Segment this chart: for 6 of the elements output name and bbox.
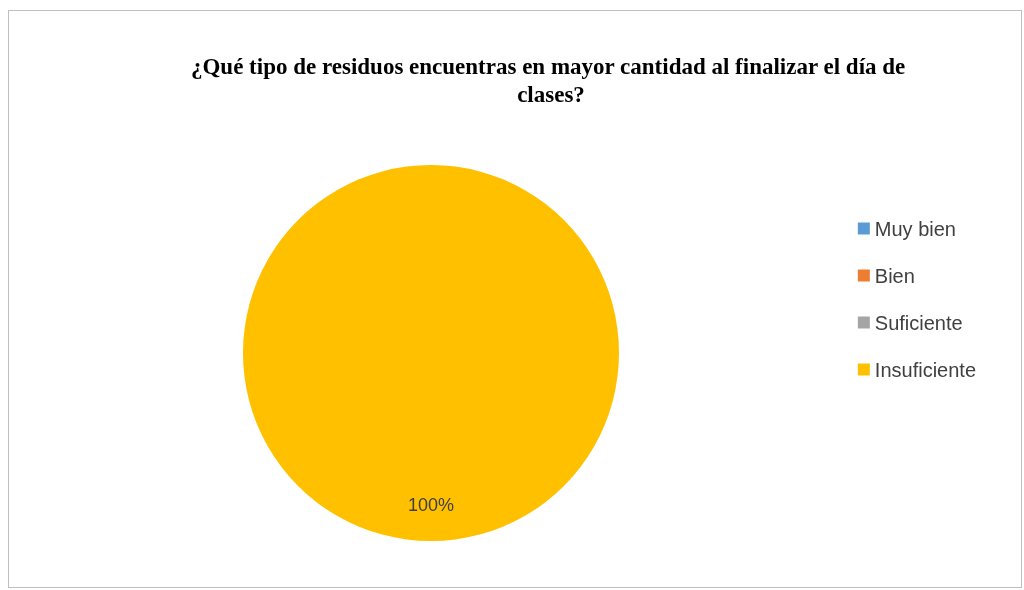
legend-label: Suficiente bbox=[874, 311, 963, 334]
chart-title: ¿Qué tipo de residuos encuentras en mayor cantidad al finalizar el día de clases? bbox=[190, 53, 912, 107]
data-label: 100% bbox=[407, 495, 455, 515]
legend-label: Muy bien bbox=[874, 217, 956, 240]
legend-label: Insuficiente bbox=[874, 358, 976, 381]
legend-label: Bien bbox=[874, 264, 915, 287]
